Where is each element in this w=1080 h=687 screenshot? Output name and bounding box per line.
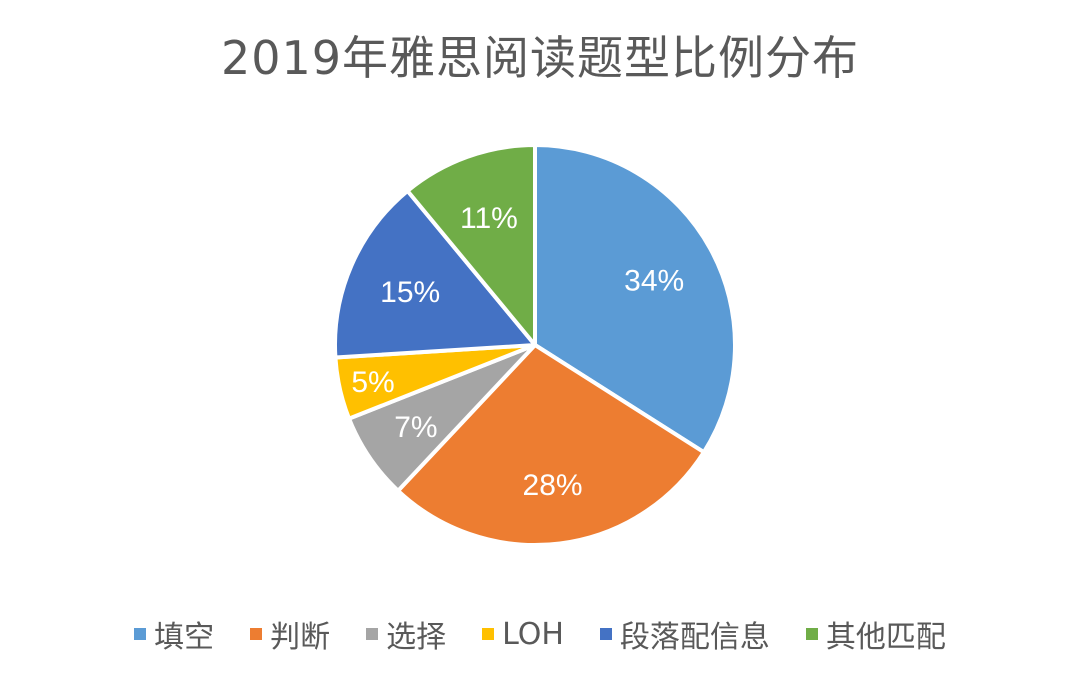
legend-swatch-0	[134, 628, 147, 640]
legend-label-1: 判断	[270, 620, 331, 655]
data-label-1: 28%	[523, 469, 583, 502]
pie-slice-1	[396, 343, 706, 547]
pie-slice-4	[333, 188, 537, 360]
legend-item-1: 判断	[250, 612, 330, 656]
legend-item-4: 段落配信息	[599, 612, 770, 656]
legend: 填空 判断 选择 LOH 段落配信息 其他匹配	[0, 612, 1080, 656]
legend-label-2: 选择	[386, 620, 447, 655]
data-label-5: 11%	[460, 202, 518, 235]
pie-slices	[333, 143, 737, 547]
data-label-0: 34%	[624, 264, 684, 297]
data-label-2: 7%	[394, 411, 437, 444]
legend-swatch-4	[599, 628, 612, 640]
chart-title: 2019年雅思阅读题型比例分布	[220, 31, 860, 85]
legend-item-5: 其他匹配	[805, 612, 946, 656]
legend-swatch-1	[250, 628, 263, 640]
legend-swatch-5	[805, 628, 818, 640]
legend-label-4: 段落配信息	[619, 620, 770, 655]
legend-label-5: 其他匹配	[825, 620, 946, 655]
legend-item-2: 选择	[366, 612, 446, 656]
legend-swatch-3	[482, 628, 495, 640]
legend-swatch-2	[366, 628, 379, 640]
pie-slice-5	[405, 143, 537, 347]
legend-item-0: 填空	[134, 612, 214, 656]
legend-item-3: LOH	[482, 617, 564, 652]
data-label-3: 5%	[351, 366, 394, 399]
pie-data-labels: 34% 28% 7%5% 15% 11%	[351, 202, 684, 502]
legend-label-0: 填空	[154, 620, 215, 655]
legend-label-3: LOH	[502, 616, 564, 652]
data-label-4: 15%	[380, 276, 440, 309]
